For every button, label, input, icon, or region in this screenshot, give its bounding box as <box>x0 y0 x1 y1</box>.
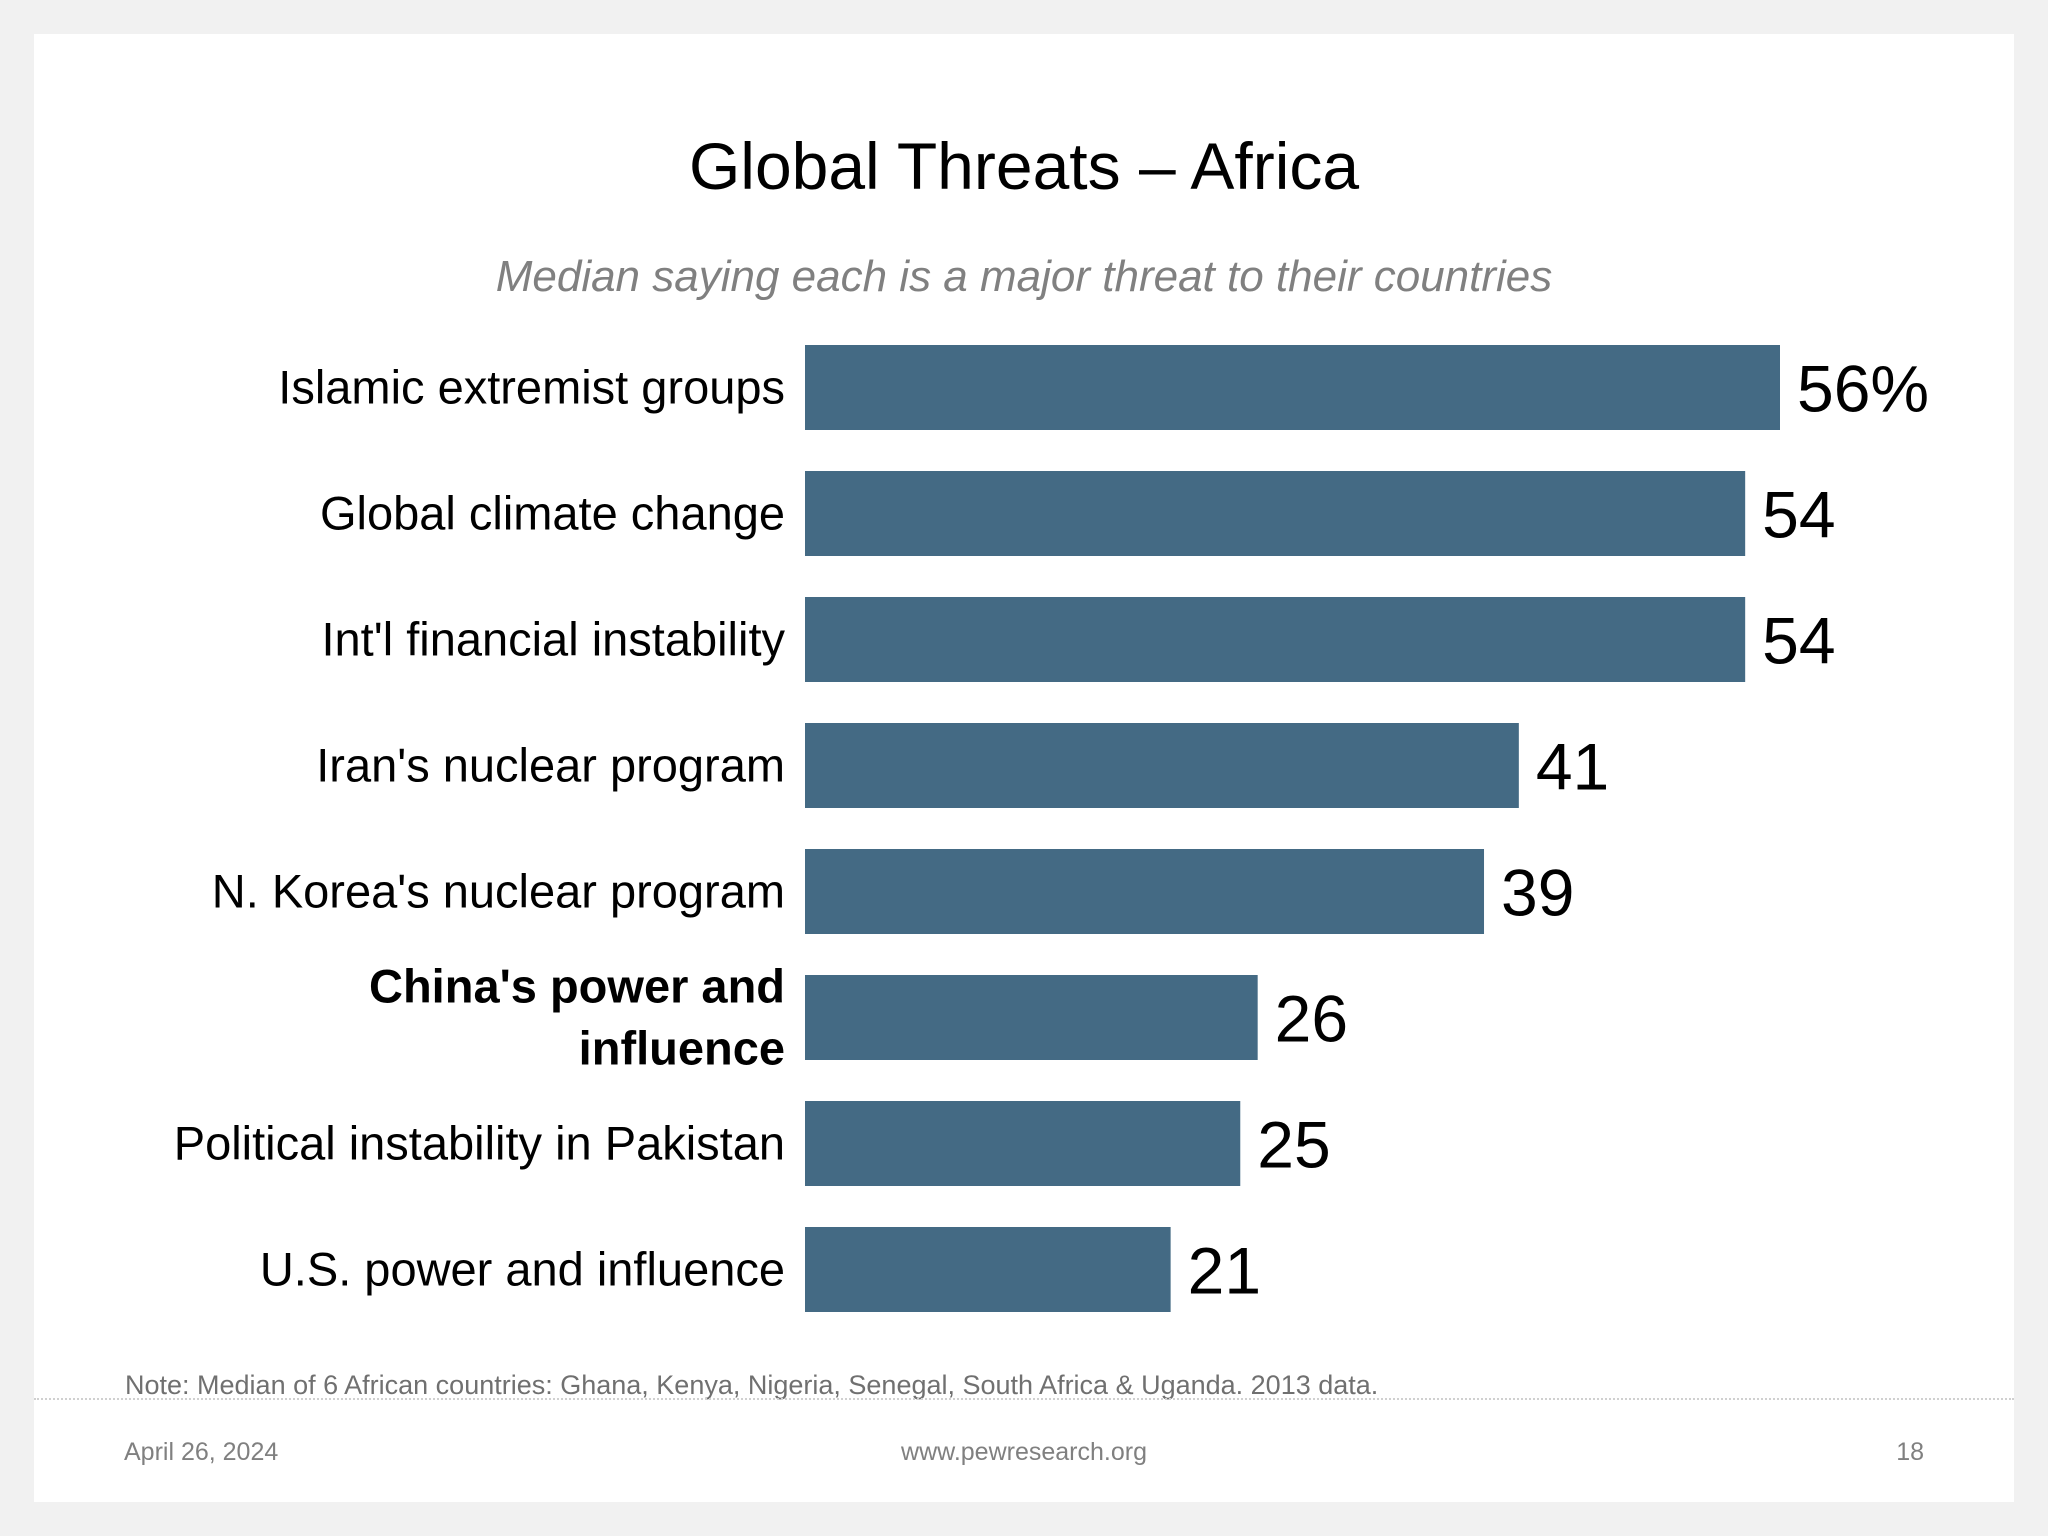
category-label: N. Korea's nuclear program <box>212 865 785 918</box>
bar <box>805 471 1746 556</box>
category-label: China's power and influence <box>369 960 785 1075</box>
bar <box>805 1101 1241 1186</box>
bar-value-label: 54 <box>1762 604 1835 678</box>
category-label: Global climate change <box>320 487 785 540</box>
bar-value-label: 56% <box>1797 352 1929 426</box>
category-label-line: China's power and <box>369 960 785 1013</box>
category-label: U.S. power and influence <box>260 1243 785 1296</box>
category-label-line: Political instability in Pakistan <box>174 1117 785 1170</box>
footer-divider <box>34 1398 2014 1400</box>
bar-value-label: 21 <box>1188 1234 1261 1308</box>
category-label-line: Iran's nuclear program <box>316 739 785 792</box>
bar <box>805 597 1746 682</box>
category-label-line: influence <box>579 1022 785 1075</box>
category-label: Iran's nuclear program <box>316 739 785 792</box>
category-label: Islamic extremist groups <box>278 361 785 414</box>
bar <box>805 345 1780 430</box>
bar-value-label: 54 <box>1762 478 1835 552</box>
bar <box>805 849 1485 934</box>
bar <box>805 723 1519 808</box>
category-label-line: N. Korea's nuclear program <box>212 865 785 918</box>
bar-value-label: 41 <box>1536 730 1609 804</box>
chart-title: Global Threats – Africa <box>688 129 1360 203</box>
page-number: 18 <box>1896 1438 1924 1466</box>
category-label: Political instability in Pakistan <box>174 1117 785 1170</box>
category-label-line: Global climate change <box>320 487 785 540</box>
bar-value-label: 25 <box>1257 1108 1330 1182</box>
category-label: Int'l financial instability <box>321 613 785 666</box>
category-label-line: Islamic extremist groups <box>278 361 785 414</box>
footer-date: April 26, 2024 <box>124 1438 279 1466</box>
category-label-line: U.S. power and influence <box>260 1243 785 1296</box>
bar-value-label: 26 <box>1275 982 1348 1056</box>
footnote: Note: Median of 6 African countries: Gha… <box>125 1370 1379 1400</box>
bar-chart: 56% Islamic extremist groups 54 Global clim… <box>174 345 1929 1312</box>
category-label-line: Int'l financial instability <box>321 613 785 666</box>
bar <box>805 975 1258 1060</box>
bar <box>805 1227 1171 1312</box>
chart-subtitle: Median saying each is a major threat to … <box>495 252 1553 301</box>
footer-url[interactable]: www.pewresearch.org <box>901 1438 1147 1466</box>
bar-value-label: 39 <box>1501 856 1574 930</box>
